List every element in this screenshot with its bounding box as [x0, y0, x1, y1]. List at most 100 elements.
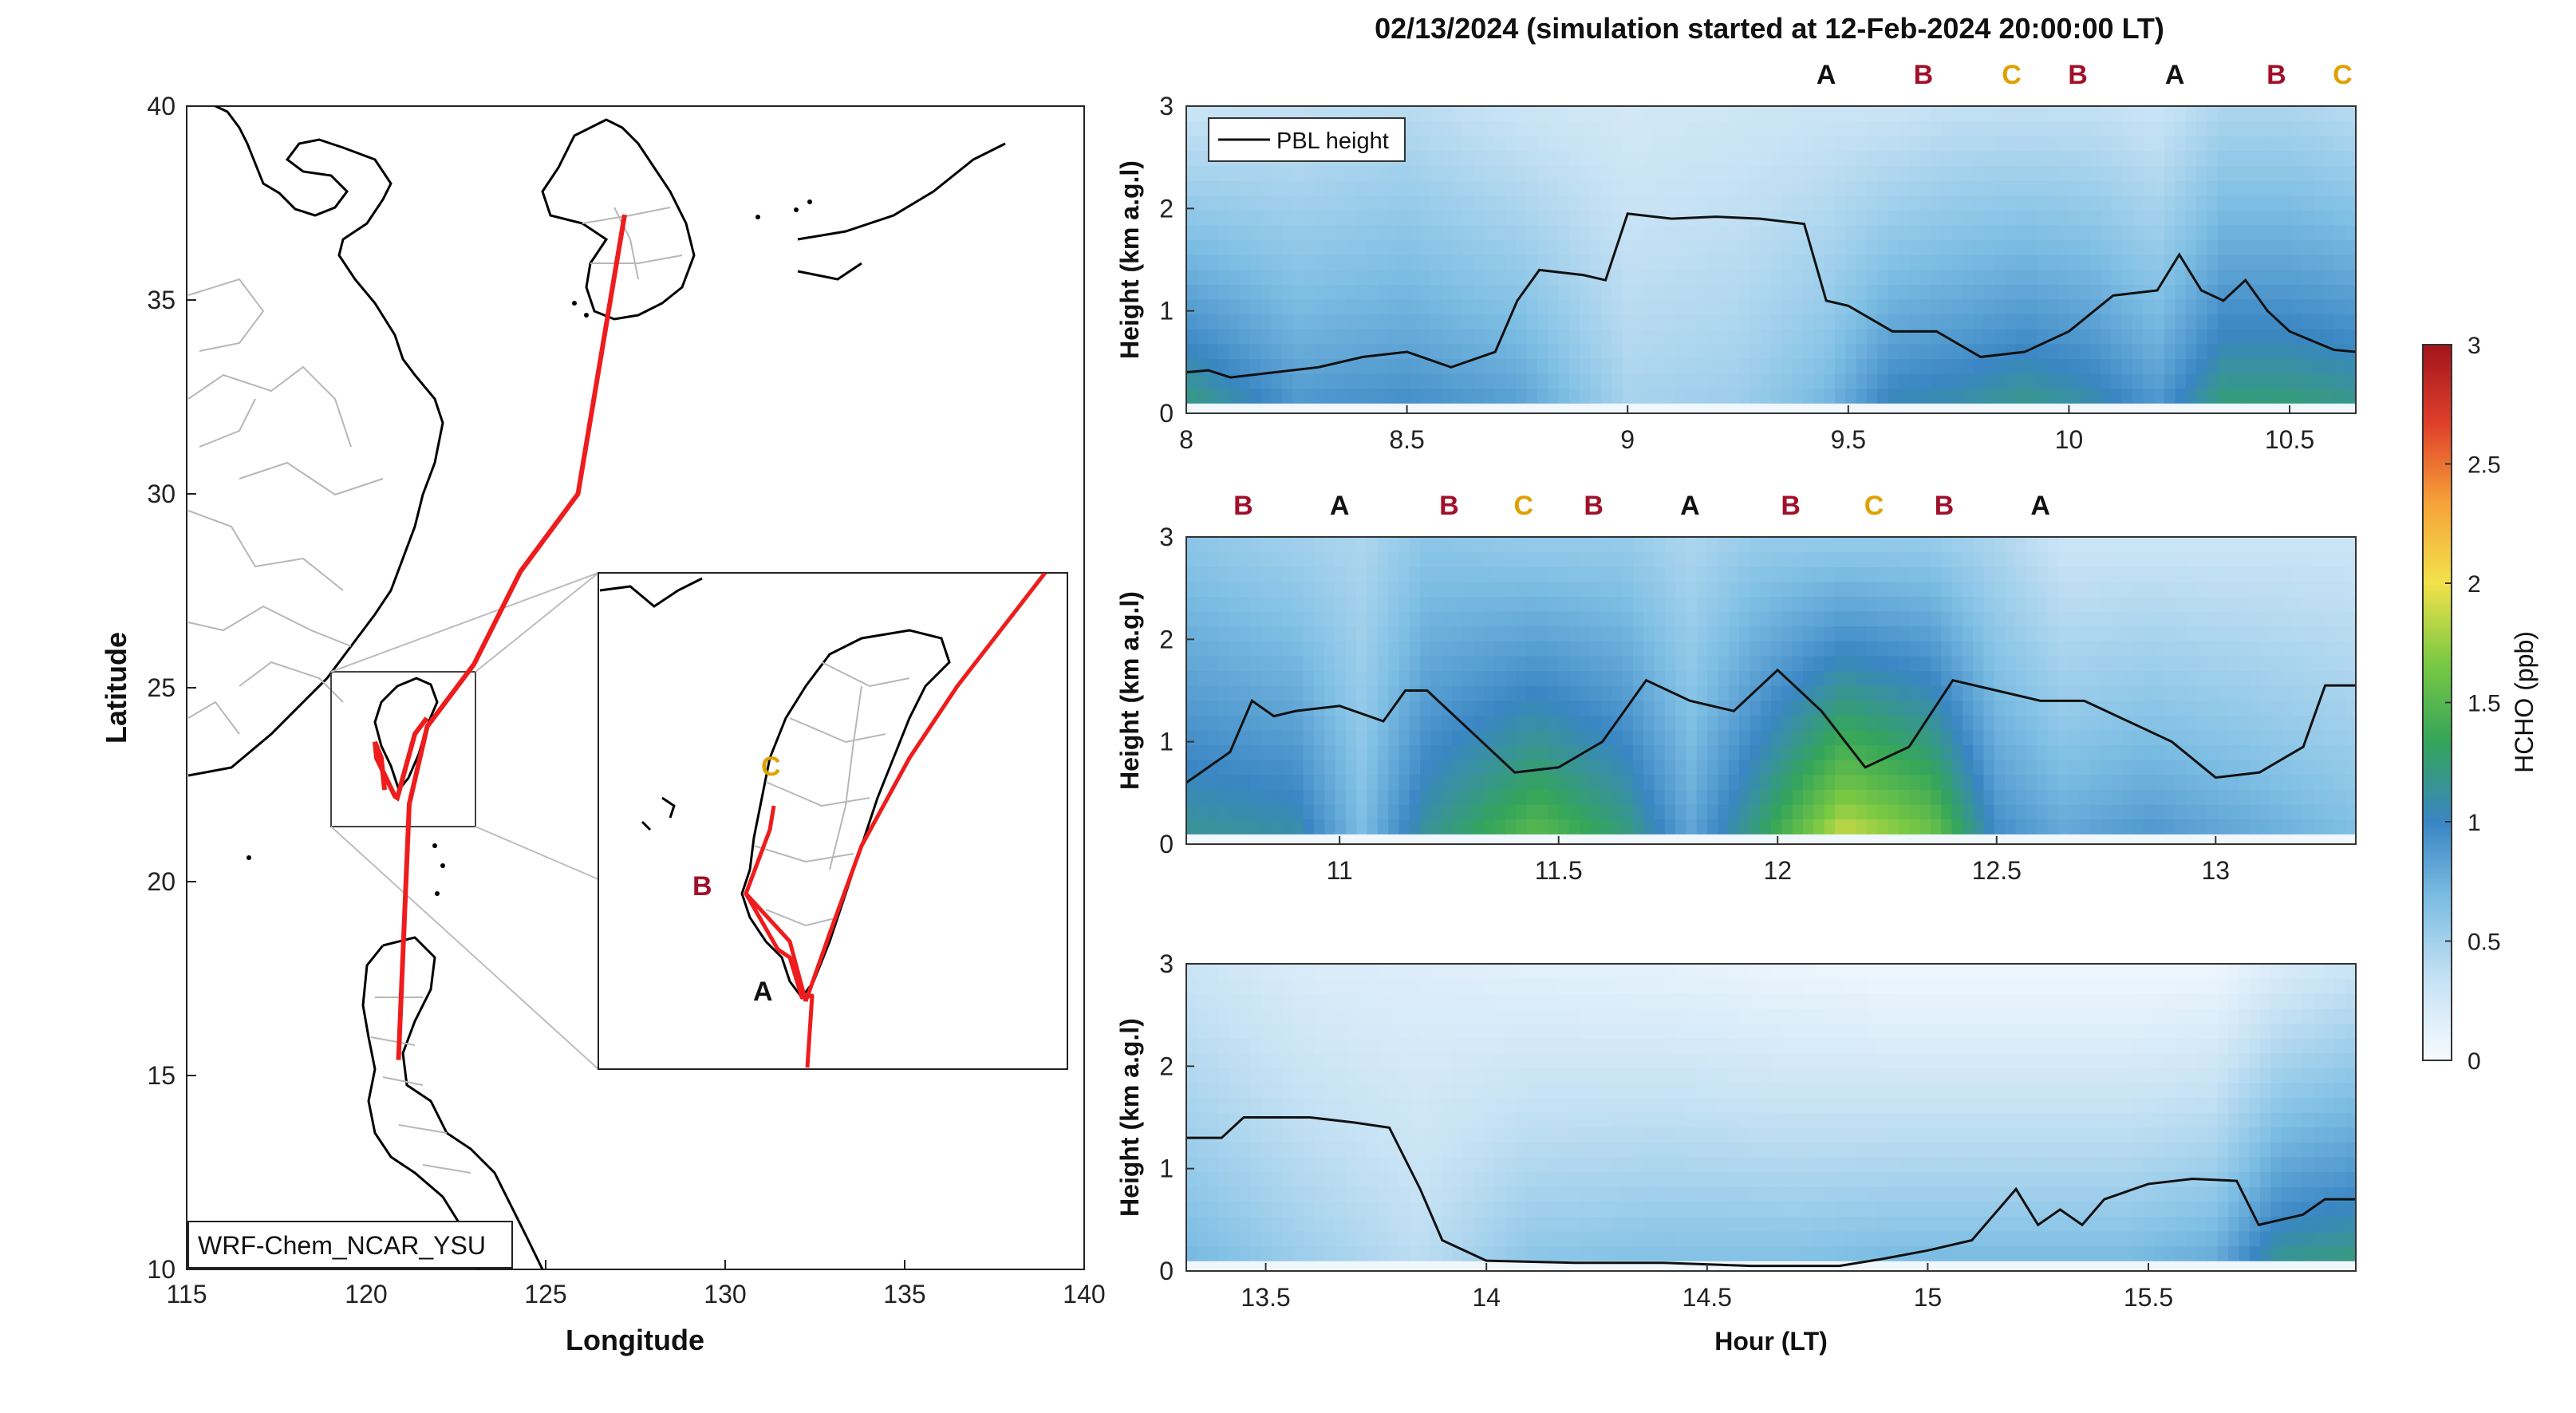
heatmap-cell [1484, 314, 1496, 330]
heatmap-cell [2153, 626, 2165, 641]
heatmap-cell [2217, 180, 2229, 196]
heatmap-cell [1388, 964, 1400, 980]
heatmap-cell [2260, 655, 2271, 672]
heatmap-cell [1409, 180, 1421, 196]
heatmap-cell [1526, 239, 1538, 255]
heatmap-cell [1281, 1201, 1293, 1217]
heatmap-cell [2175, 239, 2187, 255]
heatmap-cell [1292, 744, 1304, 760]
heatmap-cell [2057, 373, 2069, 389]
heatmap-cell [1207, 611, 1219, 627]
heatmap-cell [2026, 269, 2038, 285]
heatmap-cell [1313, 388, 1325, 404]
heatmap-cell [1813, 120, 1825, 136]
heatmap-cell [2089, 150, 2101, 167]
heatmap-cell [2249, 195, 2261, 211]
heatmap-cell [1622, 165, 1634, 181]
heatmap-cell [2143, 596, 2155, 612]
heatmap-cell [1590, 120, 1602, 136]
heatmap-cell [1675, 388, 1686, 404]
heatmap-cell [1420, 180, 1432, 196]
heatmap-cell [1537, 136, 1548, 152]
heatmap-cell [1420, 1216, 1432, 1232]
heatmap-cell [2111, 284, 2123, 300]
heatmap-cell [1452, 803, 1464, 820]
heatmap-cell [1207, 1245, 1219, 1261]
heatmap-cell [1654, 655, 1666, 672]
heatmap-cell [1186, 964, 1197, 980]
heatmap-cell [1292, 1038, 1304, 1054]
heatmap-cell [1207, 1097, 1219, 1113]
heatmap-cell [2153, 298, 2165, 315]
heatmap-cell [1197, 298, 1209, 315]
heatmap-cell [1654, 715, 1666, 731]
heatmap-cell [1994, 150, 2006, 167]
heatmap-cell [1281, 1082, 1293, 1099]
heatmap-cell [1643, 789, 1655, 805]
heatmap-cell [2057, 670, 2069, 686]
heatmap-cell [2143, 195, 2155, 211]
heatmap-cell [1516, 626, 1528, 641]
heatmap-cell [2334, 180, 2346, 196]
heatmap-cell [1760, 298, 1772, 315]
heatmap-cell [1484, 298, 1496, 315]
heatmap-cell [1409, 269, 1421, 285]
heatmap-cell [1249, 329, 1261, 345]
heatmap-cell [1643, 729, 1655, 746]
heatmap-cell [2217, 388, 2229, 404]
heatmap-cell [1324, 165, 1336, 181]
heatmap-cell [1229, 1156, 1241, 1173]
heatmap-cell [2302, 596, 2314, 612]
heatmap-cell [1558, 329, 1570, 345]
heatmap-cell [2345, 596, 2356, 612]
heatmap-cell [1537, 685, 1548, 701]
heatmap-cell [1941, 819, 1953, 835]
heatmap-cell [1229, 1023, 1241, 1039]
heatmap-cell [2324, 789, 2335, 805]
heatmap-cell [1505, 611, 1517, 627]
heatmap-cell [2313, 537, 2325, 553]
heatmap-cell [1516, 195, 1528, 211]
heatmap-cell [2270, 744, 2282, 760]
heatmap-cell [2143, 819, 2155, 835]
heatmap-cell [2239, 195, 2251, 211]
heatmap-cell [1229, 993, 1241, 1009]
heatmap-cell [1356, 744, 1368, 760]
heatmap-cell [1600, 700, 1612, 716]
heatmap-cell [1632, 670, 1644, 686]
heatmap-cell [2026, 774, 2038, 790]
heatmap-cell [1728, 224, 1740, 241]
heatmap-cell [1409, 1127, 1421, 1143]
heatmap-cell [1430, 1097, 1442, 1113]
heatmap-cell [1260, 819, 1272, 835]
heatmap-cell [1866, 789, 1878, 805]
heatmap-cell [1249, 373, 1261, 389]
heatmap-cell [1951, 789, 1963, 805]
heatmap-cell [2281, 284, 2293, 300]
heatmap-cell [1505, 210, 1517, 226]
heatmap-cell [1420, 700, 1432, 716]
heatmap-cell [1919, 655, 1931, 672]
heatmap-cell [1802, 210, 1814, 226]
heatmap-cell [1207, 284, 1219, 300]
heatmap-cell [1802, 626, 1814, 641]
heatmap-cell [1983, 269, 1995, 285]
heatmap-cell [1824, 581, 1836, 598]
heatmap-cell [1292, 715, 1304, 731]
heatmap-cell [1186, 388, 1197, 404]
heatmap-cell [1516, 729, 1528, 746]
heatmap-cell [1675, 224, 1686, 241]
heatmap-cell [1622, 314, 1634, 330]
heatmap-cell [1824, 373, 1836, 389]
heatmap-cell [1707, 685, 1718, 701]
heatmap-cell [1484, 774, 1496, 790]
heatmap-cell [1707, 760, 1718, 776]
heatmap-cell [1813, 655, 1825, 672]
heatmap-cell [1239, 1156, 1251, 1173]
heatmap-cell [1441, 611, 1453, 627]
heatmap-cell [1548, 566, 1560, 582]
heatmap-cell [1473, 789, 1485, 805]
heatmap-cell [2345, 744, 2356, 760]
heatmap-cell [1548, 358, 1560, 374]
heatmap-cell [1771, 210, 1782, 226]
